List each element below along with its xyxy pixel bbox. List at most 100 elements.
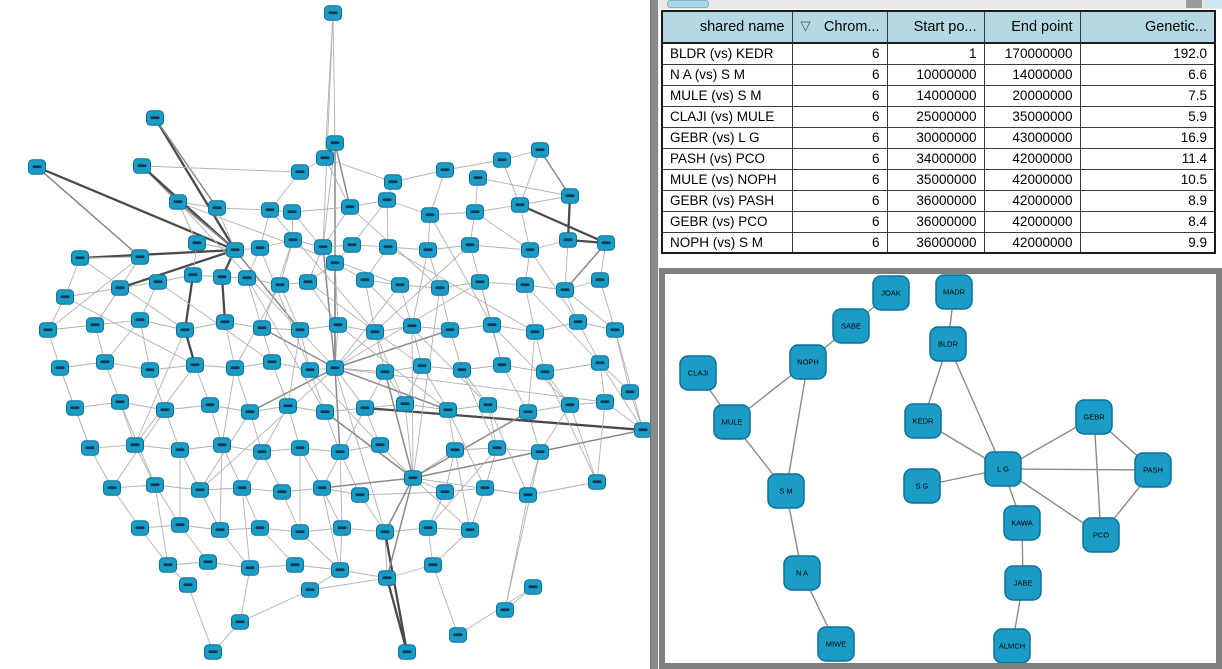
table-cell[interactable]: 11.4	[1079, 147, 1216, 170]
network-node[interactable]	[208, 200, 226, 216]
network-node[interactable]	[569, 314, 587, 330]
network-node[interactable]	[241, 560, 259, 576]
network-node[interactable]	[191, 482, 209, 498]
network-node[interactable]	[216, 314, 234, 330]
network-node[interactable]	[526, 324, 544, 340]
network-node[interactable]	[403, 318, 421, 334]
network-node[interactable]	[421, 207, 439, 223]
network-node[interactable]	[561, 188, 579, 204]
network-node[interactable]	[253, 320, 271, 336]
table-row[interactable]: CLAJI (vs) MULE 6 25000000 35000000 5.9	[661, 105, 1216, 128]
network-node[interactable]	[171, 442, 189, 458]
table-cell[interactable]: 43000000	[983, 126, 1081, 149]
network-node[interactable]	[279, 398, 297, 414]
network-node[interactable]	[131, 520, 149, 536]
network-node[interactable]	[133, 158, 151, 174]
table-cell[interactable]: 6.6	[1079, 63, 1216, 86]
network-node[interactable]	[283, 204, 301, 220]
network-node[interactable]	[331, 444, 349, 460]
network-node[interactable]	[39, 322, 57, 338]
network-node[interactable]	[466, 204, 484, 220]
table-cell[interactable]: 42000000	[983, 168, 1081, 191]
network-node[interactable]	[186, 357, 204, 373]
network-node[interactable]	[519, 404, 537, 420]
network-node-bldr[interactable]: BLDR	[929, 326, 967, 362]
network-node[interactable]	[366, 324, 384, 340]
network-node[interactable]	[439, 402, 457, 418]
table-cell[interactable]: 42000000	[983, 231, 1081, 254]
network-node[interactable]	[51, 360, 69, 376]
table-cell[interactable]: 34000000	[886, 147, 985, 170]
network-node[interactable]	[213, 437, 231, 453]
table-cell[interactable]: 6	[791, 63, 888, 86]
network-node[interactable]	[184, 267, 202, 283]
network-node-gebr[interactable]: GEBR	[1075, 399, 1113, 435]
network-node[interactable]	[356, 272, 374, 288]
network-node[interactable]	[263, 354, 281, 370]
network-node[interactable]	[316, 404, 334, 420]
network-node[interactable]	[171, 517, 189, 533]
column-header-0[interactable]: shared name	[661, 10, 793, 44]
network-node[interactable]	[211, 522, 229, 538]
network-node[interactable]	[431, 280, 449, 296]
network-node-kawa[interactable]: KAWA	[1003, 505, 1041, 541]
network-node[interactable]	[488, 440, 506, 456]
table-cell[interactable]: CLAJI (vs) MULE	[661, 105, 793, 128]
network-node[interactable]	[233, 480, 251, 496]
filter-icon[interactable]: ▽	[800, 18, 811, 33]
network-node[interactable]	[379, 239, 397, 255]
network-node[interactable]	[398, 644, 416, 660]
network-node[interactable]	[536, 364, 554, 380]
table-cell[interactable]: 25000000	[886, 105, 985, 128]
network-node[interactable]	[469, 170, 487, 186]
network-node[interactable]	[531, 142, 549, 158]
network-node[interactable]	[556, 282, 574, 298]
network-node[interactable]	[81, 440, 99, 456]
table-row[interactable]: GEBR (vs) PCO 6 36000000 42000000 8.4	[661, 210, 1216, 233]
network-node[interactable]	[111, 280, 129, 296]
table-cell[interactable]: 6	[791, 84, 888, 107]
network-node[interactable]	[188, 235, 206, 251]
table-cell[interactable]: 9.9	[1079, 231, 1216, 254]
table-cell[interactable]: 6	[791, 210, 888, 233]
network-node-l-g[interactable]: L G	[984, 451, 1022, 487]
network-node[interactable]	[291, 322, 309, 338]
network-node-pash[interactable]: PASH	[1134, 452, 1172, 488]
network-node-miwe[interactable]: MIWE	[817, 626, 855, 662]
network-node-claji[interactable]: CLAJI	[679, 355, 717, 391]
network-node[interactable]	[326, 360, 344, 376]
edge-attribute-table[interactable]: shared name ▽ Chrom... Start po... End point…	[661, 10, 1216, 254]
table-cell[interactable]: GEBR (vs) PASH	[661, 189, 793, 212]
table-cell[interactable]: 5.9	[1079, 105, 1216, 128]
network-node-s-g[interactable]: S G	[903, 468, 941, 504]
network-node[interactable]	[493, 357, 511, 373]
network-node[interactable]	[273, 484, 291, 500]
network-node[interactable]	[301, 582, 319, 598]
network-node[interactable]	[286, 557, 304, 573]
network-node[interactable]	[284, 232, 302, 248]
network-node-joak[interactable]: JOAK	[872, 275, 910, 311]
column-header-1[interactable]: ▽ Chrom...	[791, 10, 888, 44]
network-node[interactable]	[449, 627, 467, 643]
table-cell[interactable]: BLDR (vs) KEDR	[661, 42, 793, 65]
network-node-pco[interactable]: PCO	[1082, 517, 1120, 553]
network-node[interactable]	[329, 317, 347, 333]
network-node[interactable]	[341, 199, 359, 215]
column-header-3[interactable]: End point	[983, 10, 1081, 44]
table-cell[interactable]: 16.9	[1079, 126, 1216, 149]
network-node-almch[interactable]: ALMCH	[993, 628, 1031, 663]
network-node[interactable]	[351, 487, 369, 503]
network-node[interactable]	[561, 397, 579, 413]
table-cell[interactable]: 6	[791, 147, 888, 170]
network-node[interactable]	[441, 322, 459, 338]
column-header-4[interactable]: Genetic...	[1079, 10, 1216, 44]
network-node[interactable]	[531, 444, 549, 460]
network-node[interactable]	[436, 162, 454, 178]
scrollbar-thumb[interactable]	[667, 0, 709, 8]
network-node[interactable]	[146, 477, 164, 493]
network-node[interactable]	[96, 354, 114, 370]
network-node[interactable]	[436, 484, 454, 500]
panel-divider[interactable]	[650, 0, 659, 669]
network-node[interactable]	[213, 269, 231, 285]
network-node[interactable]	[356, 400, 374, 416]
